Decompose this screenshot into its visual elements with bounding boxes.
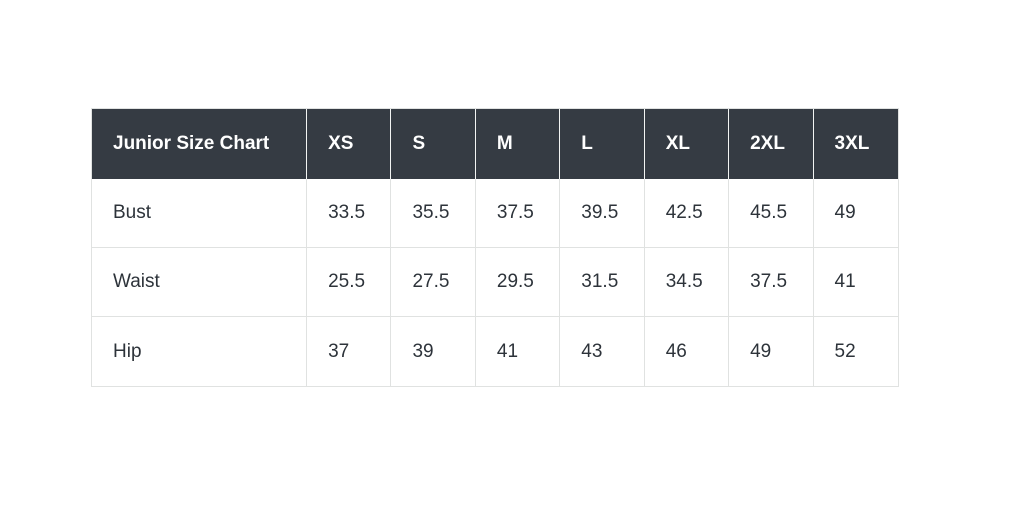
column-header-m: M (475, 109, 561, 179)
column-header-xl: XL (644, 109, 730, 179)
row-label: Bust (92, 179, 308, 248)
header-row: Junior Size Chart XS S M L XL 2XL 3XL (92, 109, 898, 179)
column-header-l: L (560, 109, 645, 179)
value-cell: 41 (475, 317, 561, 386)
value-cell: 33.5 (307, 179, 392, 248)
column-header-xs: XS (307, 109, 392, 179)
value-cell: 35.5 (391, 179, 476, 248)
table-row-waist: Waist 25.5 27.5 29.5 31.5 34.5 37.5 41 (92, 248, 898, 317)
value-cell: 37.5 (475, 179, 561, 248)
value-cell: 45.5 (729, 179, 814, 248)
value-cell: 49 (729, 317, 814, 386)
value-cell: 37.5 (729, 248, 814, 317)
value-cell: 34.5 (644, 248, 730, 317)
table-row-bust: Bust 33.5 35.5 37.5 39.5 42.5 45.5 49 (92, 179, 898, 248)
value-cell: 52 (813, 317, 898, 386)
column-header-2xl: 2XL (729, 109, 814, 179)
value-cell: 41 (813, 248, 898, 317)
value-cell: 49 (813, 179, 898, 248)
value-cell: 31.5 (560, 248, 645, 317)
value-cell: 29.5 (475, 248, 561, 317)
value-cell: 39.5 (560, 179, 645, 248)
table-row-hip: Hip 37 39 41 43 46 49 52 (92, 317, 898, 386)
column-header-3xl: 3XL (813, 109, 898, 179)
value-cell: 46 (644, 317, 730, 386)
value-cell: 42.5 (644, 179, 730, 248)
size-chart-container: Junior Size Chart XS S M L XL 2XL 3XL Bust 33.5… (91, 108, 899, 387)
table-body: Bust 33.5 35.5 37.5 39.5 42.5 45.5 49 Waist 25.5 2… (92, 179, 898, 386)
value-cell: 43 (560, 317, 645, 386)
value-cell: 27.5 (391, 248, 476, 317)
table-title: Junior Size Chart (92, 109, 308, 179)
value-cell: 37 (307, 317, 392, 386)
row-label: Hip (92, 317, 308, 386)
row-label: Waist (92, 248, 308, 317)
column-header-s: S (391, 109, 476, 179)
junior-size-chart-table: Junior Size Chart XS S M L XL 2XL 3XL Bust 33.5… (92, 109, 898, 386)
value-cell: 25.5 (307, 248, 392, 317)
value-cell: 39 (391, 317, 476, 386)
